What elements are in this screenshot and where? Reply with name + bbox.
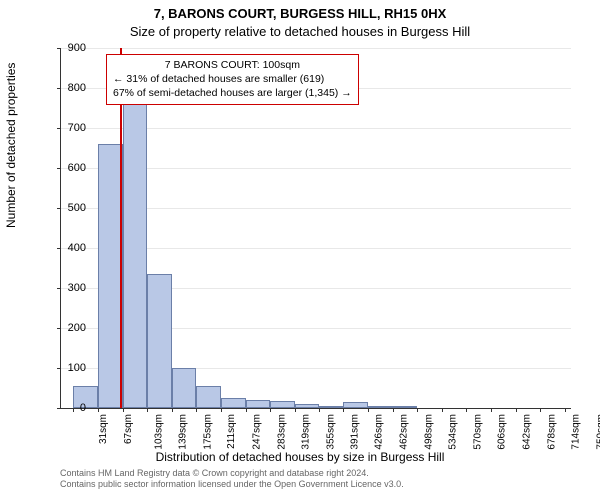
annotation-line3: 67% of semi-detached houses are larger (… (113, 86, 352, 100)
footer-line2: Contains public sector information licen… (60, 479, 404, 490)
xtick-label: 750sqm (595, 414, 600, 450)
histogram-bar (393, 406, 418, 408)
xtick-mark (123, 408, 124, 412)
xtick-mark (442, 408, 443, 412)
xtick-label: 642sqm (522, 414, 533, 450)
xtick-mark (417, 408, 418, 412)
xtick-label: 139sqm (178, 414, 189, 450)
histogram-bar (246, 400, 271, 408)
histogram-bar (270, 401, 295, 408)
xtick-label: 606sqm (497, 414, 508, 450)
xtick-mark (295, 408, 296, 412)
x-axis-label: Distribution of detached houses by size … (0, 450, 600, 464)
xtick-mark (466, 408, 467, 412)
gridline (61, 48, 571, 49)
xtick-mark (196, 408, 197, 412)
xtick-mark (319, 408, 320, 412)
chart-title-line1: 7, BARONS COURT, BURGESS HILL, RH15 0HX (0, 6, 600, 21)
xtick-label: 175sqm (202, 414, 213, 450)
xtick-label: 67sqm (123, 414, 134, 444)
plot-area: 7 BARONS COURT: 100sqm← 31% of detached … (60, 48, 571, 409)
histogram-bar (196, 386, 221, 408)
xtick-mark (565, 408, 566, 412)
xtick-label: 534sqm (448, 414, 459, 450)
ytick-label: 200 (46, 322, 86, 334)
xtick-label: 103sqm (153, 414, 164, 450)
ytick-label: 700 (46, 122, 86, 134)
xtick-mark (221, 408, 222, 412)
annotation-line2: ← 31% of detached houses are smaller (61… (113, 72, 352, 86)
y-axis-label: Number of detached properties (4, 63, 18, 228)
footer-line1: Contains HM Land Registry data © Crown c… (60, 468, 404, 479)
ytick-label: 900 (46, 42, 86, 54)
histogram-bar (123, 92, 148, 408)
xtick-label: 31sqm (98, 414, 109, 444)
annotation-box: 7 BARONS COURT: 100sqm← 31% of detached … (106, 54, 359, 105)
ytick-label: 0 (46, 402, 86, 414)
xtick-mark (368, 408, 369, 412)
xtick-label: 678sqm (546, 414, 557, 450)
xtick-mark (98, 408, 99, 412)
ytick-label: 400 (46, 242, 86, 254)
ytick-label: 300 (46, 282, 86, 294)
xtick-label: 247sqm (252, 414, 263, 450)
xtick-label: 498sqm (423, 414, 434, 450)
histogram-bar (319, 406, 344, 408)
histogram-bar (295, 404, 320, 408)
annotation-line1: 7 BARONS COURT: 100sqm (113, 58, 352, 72)
xtick-mark (270, 408, 271, 412)
histogram-bar (368, 406, 393, 408)
ytick-label: 500 (46, 202, 86, 214)
histogram-bar (221, 398, 246, 408)
xtick-label: 714sqm (571, 414, 582, 450)
histogram-bar (98, 144, 123, 408)
histogram-bar (343, 402, 368, 408)
xtick-label: 355sqm (325, 414, 336, 450)
xtick-label: 319sqm (301, 414, 312, 450)
xtick-label: 570sqm (472, 414, 483, 450)
xtick-label: 462sqm (399, 414, 410, 450)
footer-attribution: Contains HM Land Registry data © Crown c… (60, 468, 404, 491)
histogram-bar (172, 368, 197, 408)
chart-container: 7, BARONS COURT, BURGESS HILL, RH15 0HX … (0, 0, 600, 500)
xtick-label: 211sqm (226, 414, 237, 449)
xtick-mark (393, 408, 394, 412)
chart-title-line2: Size of property relative to detached ho… (0, 24, 600, 39)
xtick-mark (172, 408, 173, 412)
ytick-label: 100 (46, 362, 86, 374)
xtick-mark (491, 408, 492, 412)
ytick-label: 800 (46, 82, 86, 94)
histogram-bar (147, 274, 172, 408)
xtick-mark (246, 408, 247, 412)
ytick-label: 600 (46, 162, 86, 174)
xtick-label: 426sqm (374, 414, 385, 450)
xtick-mark (147, 408, 148, 412)
xtick-mark (540, 408, 541, 412)
xtick-label: 391sqm (350, 414, 361, 450)
xtick-mark (343, 408, 344, 412)
xtick-mark (516, 408, 517, 412)
xtick-label: 283sqm (276, 414, 287, 450)
